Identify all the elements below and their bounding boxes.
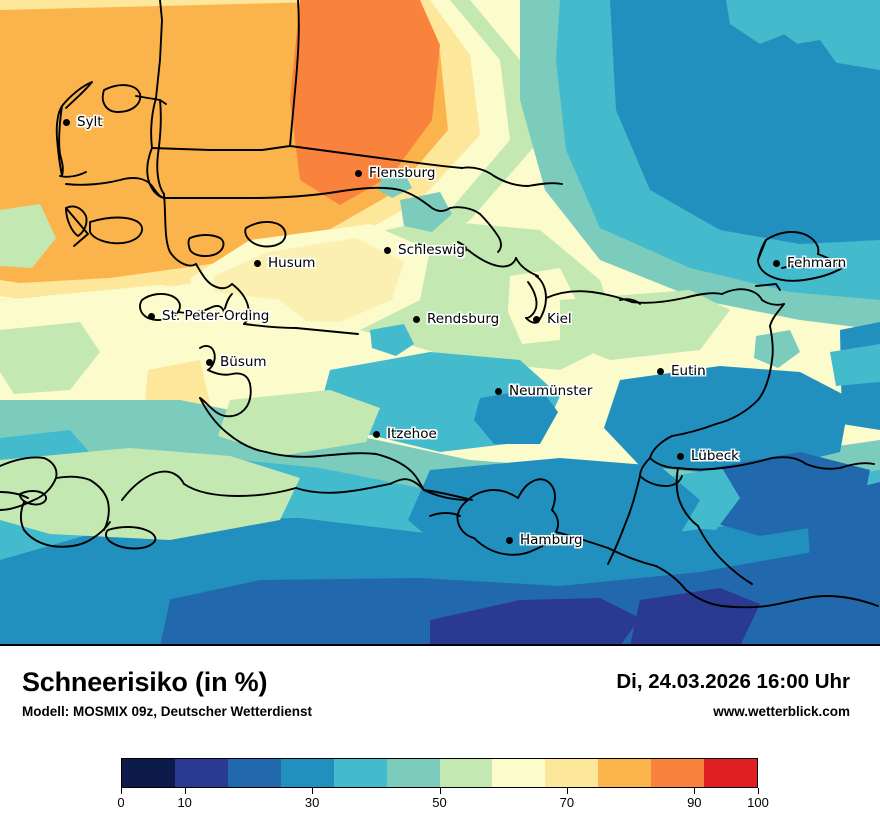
- city-marker[interactable]: Lübeck: [677, 448, 739, 464]
- colorbar-tick-label: 50: [432, 795, 447, 810]
- city-marker[interactable]: Hamburg: [506, 532, 583, 548]
- colorbar-swatch: [333, 759, 387, 787]
- city-marker[interactable]: Sylt: [63, 114, 103, 130]
- city-label: Büsum: [220, 354, 267, 370]
- city-label: Kiel: [547, 311, 572, 327]
- footer: Schneerisiko (in %) Modell: MOSMIX 09z, …: [0, 646, 880, 830]
- title-block: Schneerisiko (in %) Modell: MOSMIX 09z, …: [22, 667, 313, 720]
- city-label: Hamburg: [520, 532, 583, 548]
- page-title: Schneerisiko (in %): [22, 667, 268, 697]
- city-marker[interactable]: Schleswig: [384, 242, 465, 258]
- city-marker[interactable]: Kiel: [533, 311, 572, 327]
- city-dot-icon: [677, 453, 684, 461]
- colorbar-swatch: [439, 759, 493, 787]
- city-marker[interactable]: Husum: [254, 255, 316, 271]
- city-marker[interactable]: Eutin: [657, 363, 706, 379]
- city-marker[interactable]: Fehmarn: [773, 255, 847, 271]
- city-dot-icon: [206, 359, 213, 367]
- colorbar-tick-mark: [184, 788, 186, 794]
- colorbar-tick-mark: [312, 788, 314, 794]
- city-dot-icon: [506, 537, 513, 545]
- city-dot-icon: [657, 368, 664, 376]
- city-dot-icon: [384, 247, 391, 255]
- colorbar-tick-mark: [566, 788, 568, 794]
- colorbar-swatch: [227, 759, 281, 787]
- colorbar-tick-label: 0: [117, 795, 125, 810]
- colorbar[interactable]: 0 10 30 50 70 90 100: [117, 758, 769, 814]
- city-marker[interactable]: Büsum: [206, 354, 267, 370]
- coastline-and-borders: [0, 0, 879, 609]
- colorbar-ticks: 0 10 30 50 70 90 100: [117, 788, 769, 814]
- colorbar-swatch: [492, 759, 546, 787]
- city-dot-icon: [495, 388, 502, 396]
- city-dot-icon: [63, 119, 70, 127]
- colorbar-swatch: [280, 759, 334, 787]
- colorbar-swatch: [598, 759, 652, 787]
- colorbar-tick-label: 90: [687, 795, 702, 810]
- city-label: St. Peter-Ording: [162, 308, 270, 324]
- city-label: Sylt: [77, 114, 103, 130]
- city-dot-icon: [533, 316, 540, 324]
- colorbar-tick-label: 100: [747, 795, 769, 810]
- colorbar-swatch: [651, 759, 705, 787]
- city-dot-icon: [254, 260, 261, 268]
- colorbar-tick-label: 30: [304, 795, 320, 810]
- colorbar-swatch: [704, 759, 758, 787]
- colorbar-tick-mark: [121, 788, 122, 794]
- city-label: Flensburg: [369, 165, 436, 181]
- valid-time: Di, 24.03.2026 16:00 Uhr: [616, 670, 850, 693]
- city-marker[interactable]: St. Peter-Ording: [148, 308, 270, 324]
- colorbar-swatch: [174, 759, 228, 787]
- city-dot-icon: [413, 316, 420, 324]
- city-label: Fehmarn: [787, 255, 847, 271]
- colorbar-tick-mark: [758, 788, 759, 794]
- city-dot-icon: [355, 170, 362, 178]
- colorbar-swatch: [545, 759, 599, 787]
- city-label: Schleswig: [398, 242, 465, 258]
- city-marker[interactable]: Neumünster: [495, 383, 593, 399]
- snow-risk-contour-field: [0, 0, 880, 644]
- date-block: Di, 24.03.2026 16:00 Uhr www.wetterblick…: [616, 670, 850, 719]
- city-marker[interactable]: Itzehoe: [373, 426, 437, 442]
- city-dot-icon: [773, 260, 780, 268]
- contour-bands: [0, 0, 880, 644]
- colorbar-swatches: [121, 758, 758, 788]
- colorbar-tick-label: 10: [177, 795, 192, 810]
- city-label: Husum: [268, 255, 316, 271]
- city-label: Rendsburg: [427, 311, 500, 327]
- city-dot-icon: [373, 431, 380, 439]
- colorbar-tick-mark: [694, 788, 696, 794]
- city-label: Itzehoe: [387, 426, 437, 442]
- model-subtitle: Modell: MOSMIX 09z, Deutscher Wetterdien…: [22, 704, 313, 720]
- colorbar-swatch: [386, 759, 440, 787]
- city-label: Neumünster: [509, 383, 593, 399]
- city-label: Lübeck: [691, 448, 739, 464]
- city-label: Eutin: [671, 363, 706, 379]
- website-label: www.wetterblick.com: [713, 704, 850, 719]
- colorbar-tick-label: 70: [559, 795, 575, 810]
- city-marker[interactable]: Flensburg: [355, 165, 436, 181]
- colorbar-swatch: [122, 759, 175, 787]
- city-marker[interactable]: Rendsburg: [413, 311, 500, 327]
- colorbar-tick-mark: [439, 788, 441, 794]
- forecast-map[interactable]: Sylt Flensburg Husum Schleswig Fehmarn S…: [0, 0, 880, 646]
- city-dot-icon: [148, 313, 155, 321]
